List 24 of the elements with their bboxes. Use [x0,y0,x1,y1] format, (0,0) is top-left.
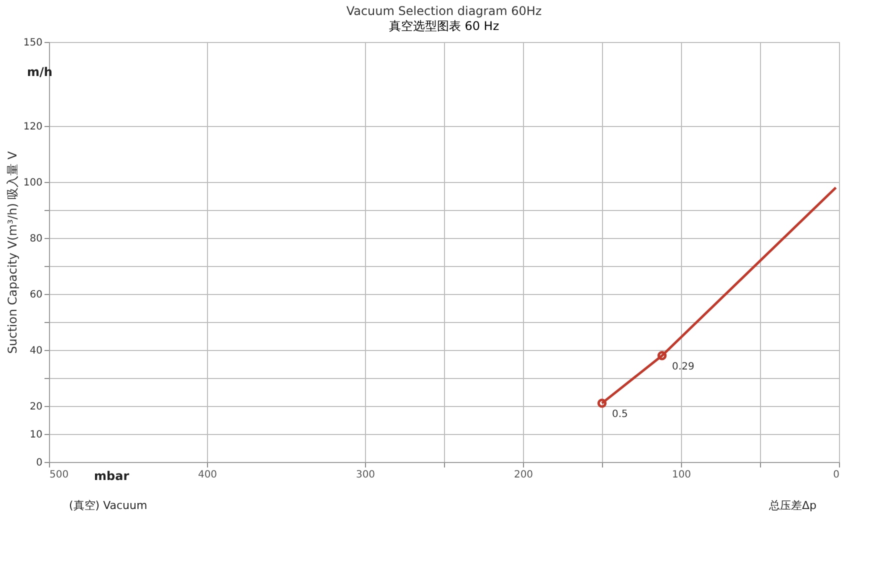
y-tick-label: 60 [30,290,42,300]
x-tick-label: 400 [198,470,218,480]
x-tick-label: 500 [50,470,69,480]
y-tick-label: 120 [23,122,42,132]
text: mbar [94,469,130,483]
y-tick-label: 0 [36,458,42,468]
y-tick-label: 150 [23,38,42,48]
chart-subtitle: 真空选型图表 60 Hz [388,19,500,33]
x-tick-label: 100 [672,470,692,480]
y-tick-label: 20 [30,402,42,412]
x-tick-label: 300 [356,470,376,480]
chart-title: Vacuum Selection diagram 60Hz [346,4,542,18]
text: 总压差Δp [768,499,817,512]
annotation: m/h [27,65,52,79]
annotation: 0.29 [672,362,694,373]
y-tick-label: 40 [30,346,42,356]
y-tick-label: 80 [30,234,42,244]
y-tick-label: 100 [23,178,42,188]
y-axis-title: Suction Capacity V(m³/h) 吸入量 V [5,150,20,354]
x-tick-label: 0 [833,470,840,480]
x-tick-label: 200 [514,470,534,480]
annotation: 0.5 [612,409,628,420]
text: (真空) Vacuum [69,499,148,512]
y-tick-label: 10 [30,430,42,440]
